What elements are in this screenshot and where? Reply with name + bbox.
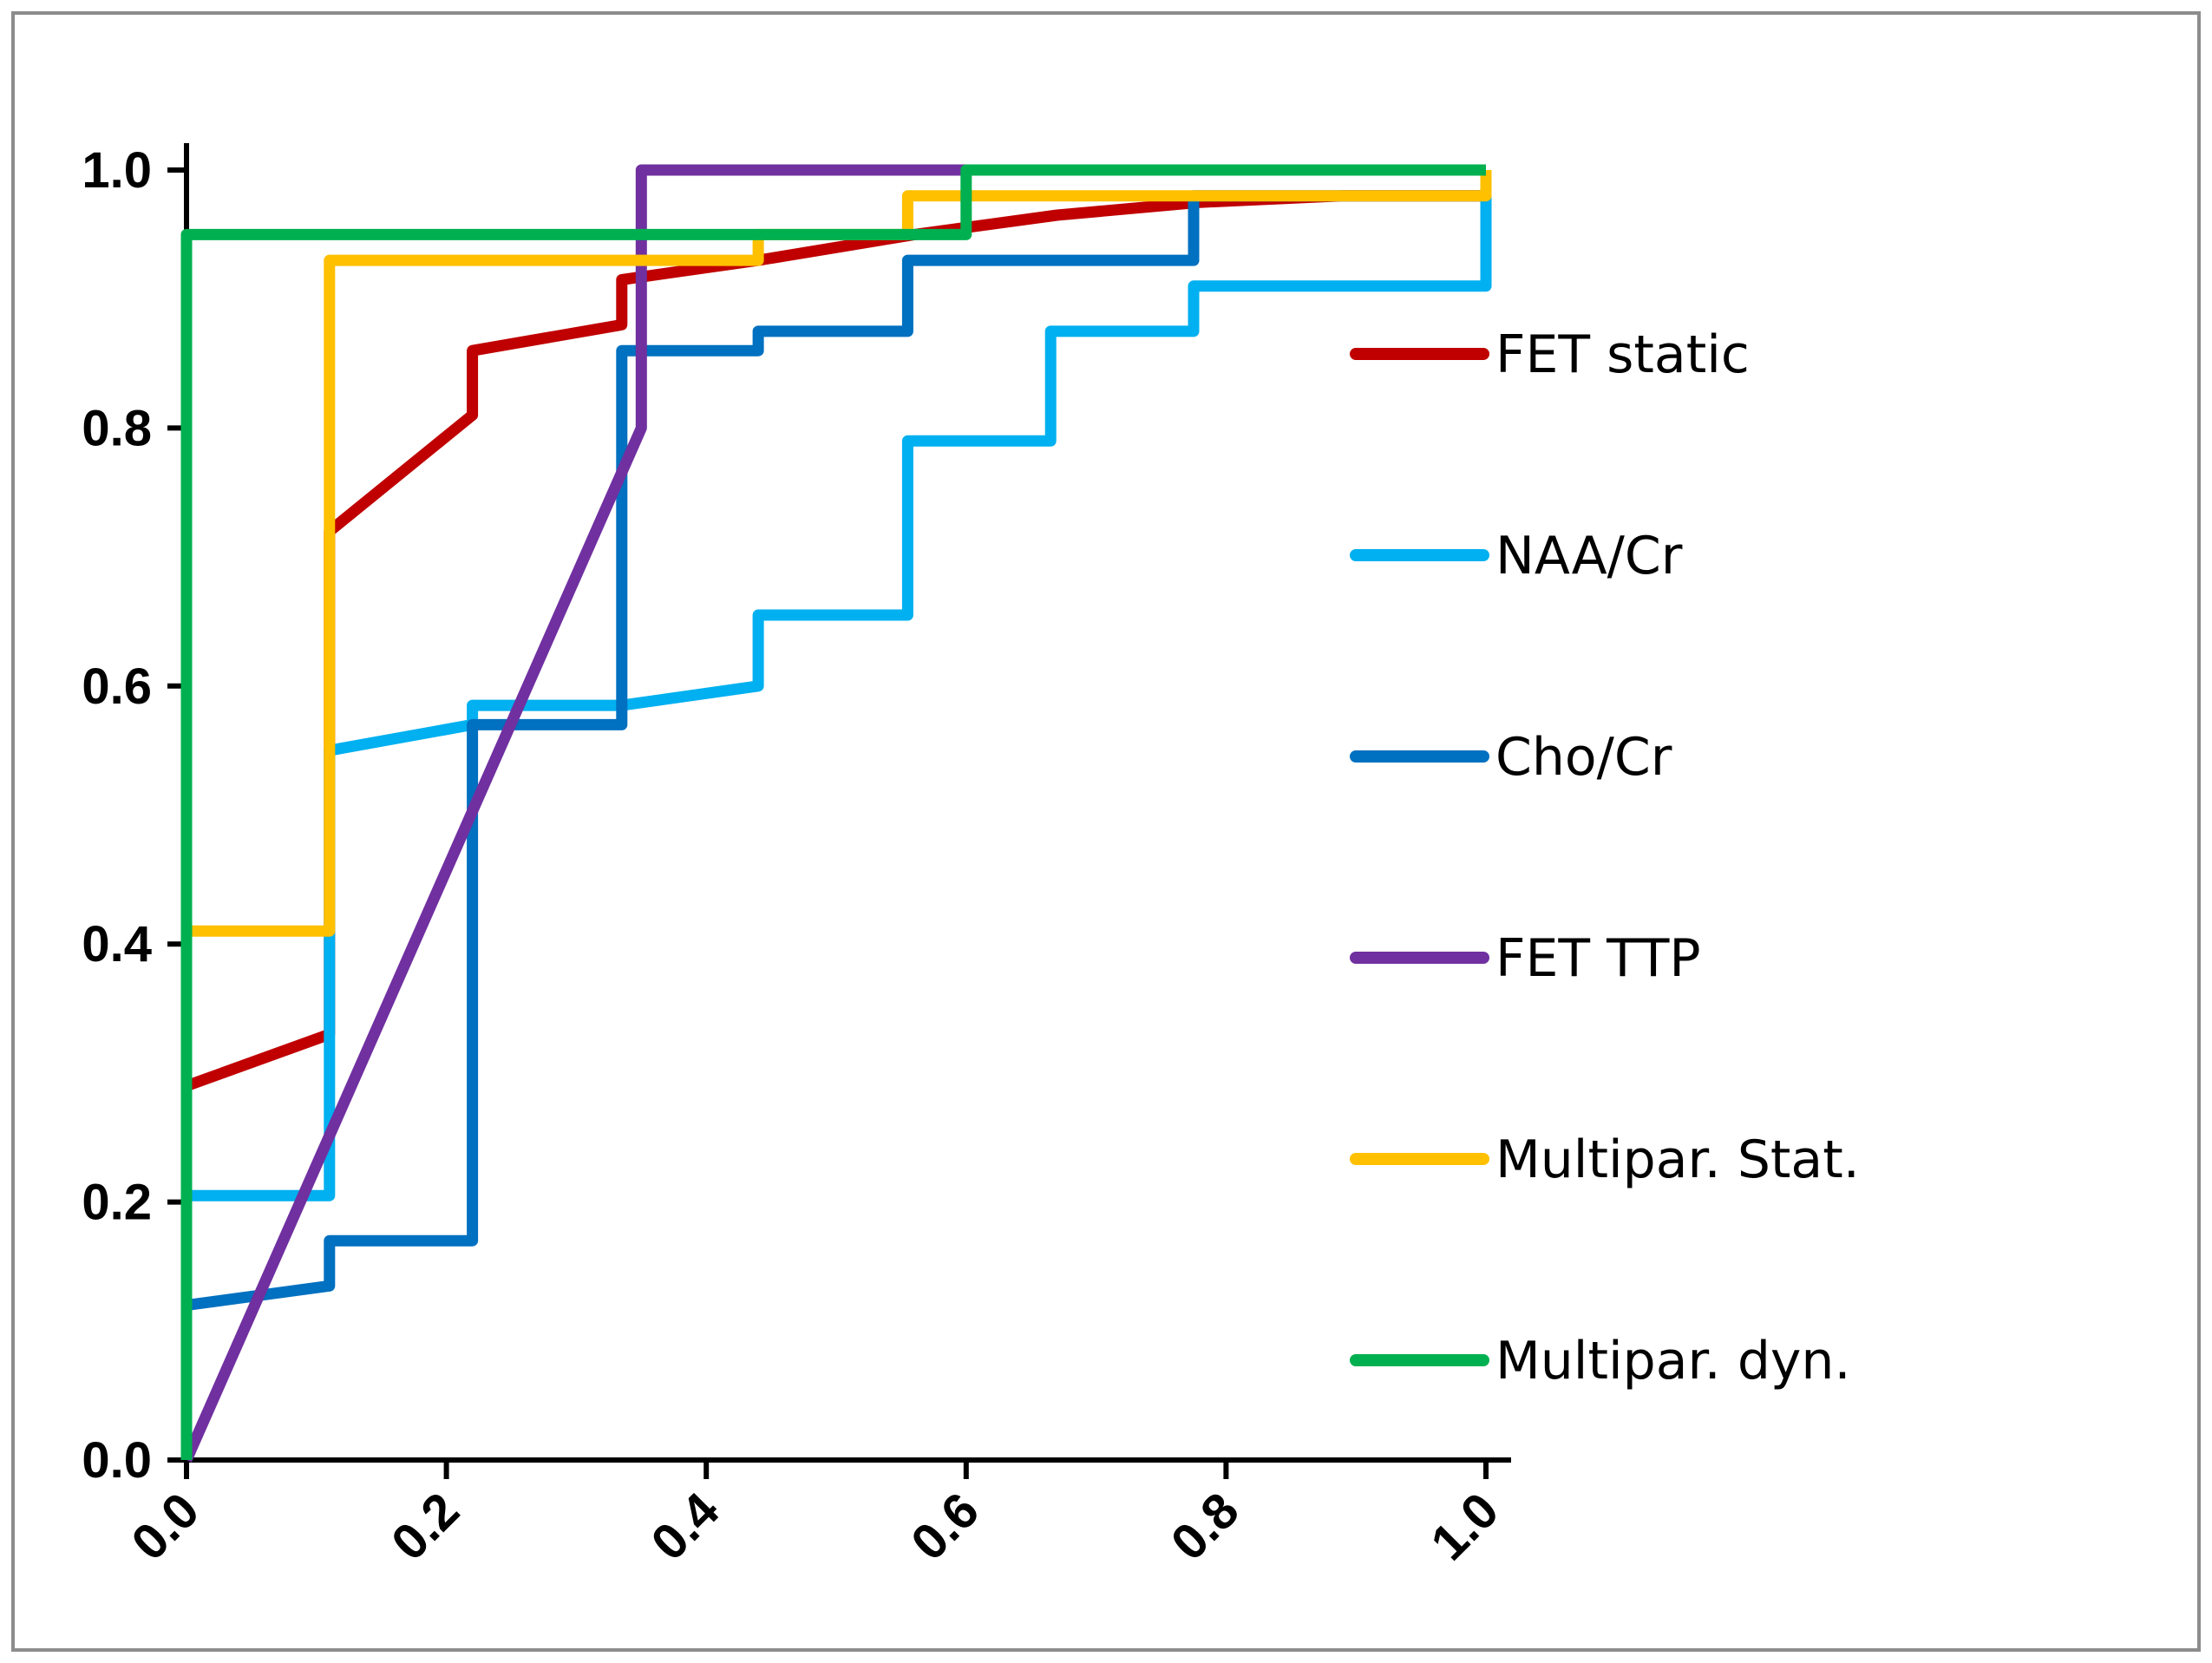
y-tick-label: 0.8 xyxy=(82,400,152,456)
legend-item-fet-static: FET static xyxy=(1350,324,1750,385)
legend-item-naa-cr: NAA/Cr xyxy=(1350,526,1683,586)
y-tick-label: 0.6 xyxy=(82,658,152,715)
y-tick-label: 0.4 xyxy=(82,916,152,972)
y-tick-label: 1.0 xyxy=(82,142,152,199)
y-tick-label: 0.2 xyxy=(82,1175,152,1231)
y-tick-label: 0.0 xyxy=(82,1432,152,1489)
legend-label: FET TTP xyxy=(1495,928,1701,989)
figure-border xyxy=(11,11,2201,1652)
series-line-cho-cr xyxy=(186,190,1486,1312)
legend: FET static NAA/Cr Cho/Cr FET TTP Multipar. S… xyxy=(1350,324,1860,1391)
series-line-multipar-dyn xyxy=(180,164,1486,1460)
legend-label: Multipar. Stat. xyxy=(1495,1129,1860,1190)
series-line-naa-cr xyxy=(187,195,1492,1201)
legend-item-multipar-dyn: Multipar. dyn. xyxy=(1350,1331,1851,1391)
legend-label: NAA/Cr xyxy=(1495,526,1683,586)
legend-item-cho-cr: Cho/Cr xyxy=(1350,727,1672,788)
series-line-fet-ttp xyxy=(181,164,966,1463)
legend-item-fet-ttp: FET TTP xyxy=(1350,928,1701,989)
legend-label: Multipar. dyn. xyxy=(1495,1331,1851,1391)
legend-label: FET static xyxy=(1495,324,1750,385)
legend-label: Cho/Cr xyxy=(1495,727,1672,788)
series-layer xyxy=(180,164,1492,1463)
legend-item-multipar-stat: Multipar. Stat. xyxy=(1350,1129,1860,1190)
